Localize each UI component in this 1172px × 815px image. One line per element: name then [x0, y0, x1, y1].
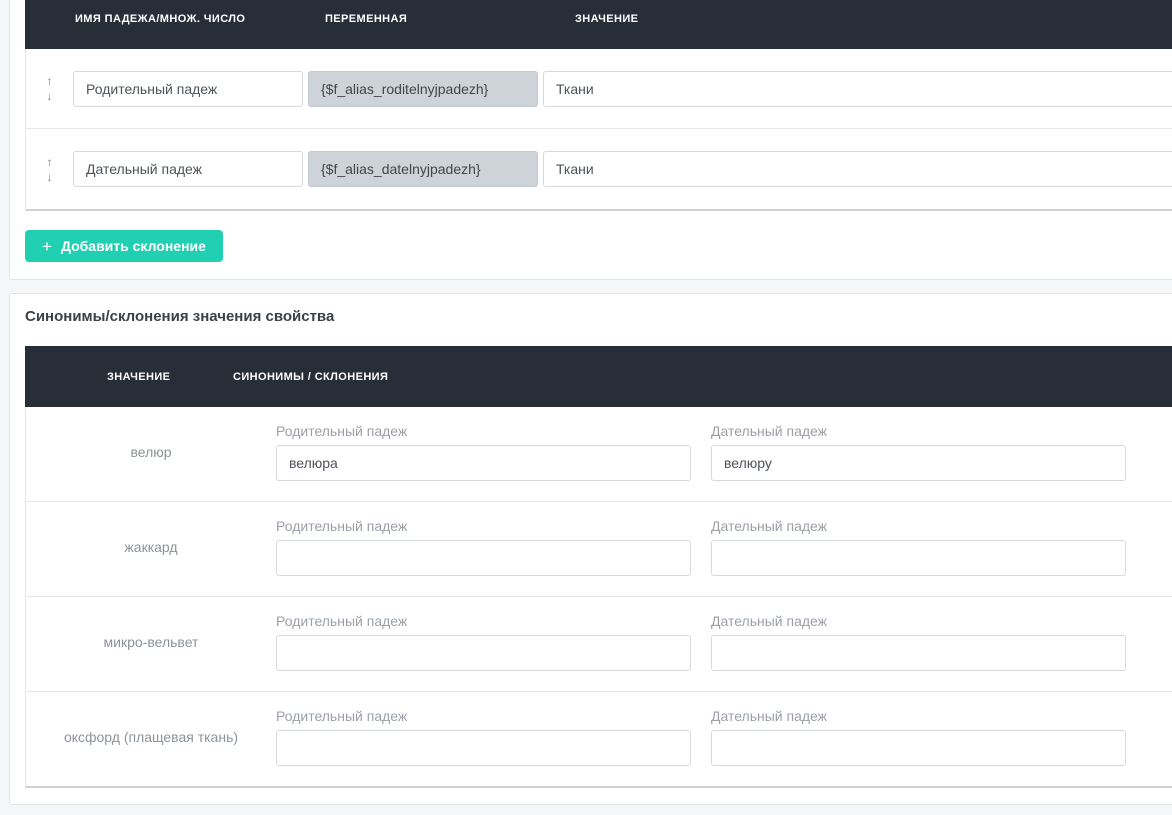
- arrow-down-icon: ↓: [46, 169, 53, 184]
- variable-input: [308, 151, 538, 187]
- variable-cell: [308, 151, 543, 187]
- value-input[interactable]: [543, 151, 1172, 187]
- declensions-table-body: ↑ ↓ ↑ ↓: [25, 49, 1172, 211]
- genitive-input[interactable]: [276, 445, 691, 481]
- case-name-input[interactable]: [73, 70, 303, 107]
- value-input[interactable]: [543, 70, 1172, 107]
- genitive-field-label: Родительный падеж: [276, 423, 408, 439]
- dative-field: Дательный падеж: [711, 518, 1126, 576]
- case-name-cell: [73, 151, 308, 187]
- declensions-table-header: ИМЯ ПАДЕЖА/МНОЖ. ЧИСЛО ПЕРЕМЕННАЯ ЗНАЧЕН…: [25, 0, 1172, 49]
- synonyms-table-header: ЗНАЧЕНИЕ СИНОНИМЫ / СКЛОНЕНИЯ: [25, 346, 1172, 407]
- genitive-field: Родительный падеж: [276, 708, 691, 766]
- column-header-variable: ПЕРЕМЕННАЯ: [325, 12, 408, 25]
- dative-field-label: Дательный падеж: [711, 423, 828, 439]
- synonym-row: жаккард Родительный падеж Дательный паде…: [26, 502, 1172, 597]
- genitive-field-label: Родительный падеж: [276, 518, 408, 534]
- arrow-up-icon: ↑: [46, 154, 53, 169]
- dative-field: Дательный падеж: [711, 423, 1126, 481]
- synonyms-card: Синонимы/склонения значения свойства ЗНА…: [9, 293, 1172, 805]
- declension-fields: Родительный падеж Дательный падеж: [276, 708, 1126, 766]
- column-header-case-name: ИМЯ ПАДЕЖА/МНОЖ. ЧИСЛО: [75, 12, 246, 25]
- variable-cell: [308, 70, 543, 107]
- genitive-input[interactable]: [276, 540, 691, 576]
- plus-icon: +: [42, 236, 52, 256]
- drag-handle[interactable]: ↑ ↓: [26, 75, 73, 102]
- section-title: Синонимы/склонения значения свойства: [25, 308, 335, 325]
- case-name-cell: [73, 70, 308, 107]
- dative-field: Дательный падеж: [711, 613, 1126, 671]
- genitive-field: Родительный падеж: [276, 613, 691, 671]
- dative-field-label: Дательный падеж: [711, 708, 828, 724]
- declension-fields: Родительный падеж Дательный падеж: [276, 423, 1126, 481]
- dative-input[interactable]: [711, 445, 1126, 481]
- declensions-card: ИМЯ ПАДЕЖА/МНОЖ. ЧИСЛО ПЕРЕМЕННАЯ ЗНАЧЕН…: [9, 0, 1172, 280]
- property-value-label: оксфорд (плащевая ткань): [63, 729, 239, 745]
- add-declension-label: Добавить склонение: [60, 238, 206, 254]
- drag-handle[interactable]: ↑ ↓: [26, 156, 73, 183]
- declension-fields: Родительный падеж Дательный падеж: [276, 613, 1126, 671]
- genitive-input[interactable]: [276, 730, 691, 766]
- declension-row-dative: ↑ ↓: [26, 129, 1172, 209]
- dative-field: Дательный падеж: [711, 708, 1126, 766]
- column-header-value: ЗНАЧЕНИЕ: [107, 370, 171, 383]
- genitive-field-label: Родительный падеж: [276, 613, 408, 629]
- arrow-up-icon: ↑: [46, 74, 53, 88]
- property-value-label: микро-вельвет: [103, 634, 199, 650]
- add-declension-button[interactable]: + Добавить склонение: [25, 230, 223, 262]
- dative-input[interactable]: [711, 540, 1126, 576]
- column-header-synonyms: СИНОНИМЫ / СКЛОНЕНИЯ: [233, 370, 389, 383]
- dative-field-label: Дательный падеж: [711, 518, 828, 534]
- column-header-value: ЗНАЧЕНИЕ: [575, 12, 639, 25]
- synonyms-table: ЗНАЧЕНИЕ СИНОНИМЫ / СКЛОНЕНИЯ велюр Роди…: [25, 346, 1172, 788]
- dative-input[interactable]: [711, 730, 1126, 766]
- declension-fields: Родительный падеж Дательный падеж: [276, 518, 1126, 576]
- value-cell: [543, 70, 1172, 107]
- synonym-row: велюр Родительный падеж Дательный падеж: [26, 407, 1172, 502]
- synonym-row: оксфорд (плащевая ткань) Родительный пад…: [26, 692, 1172, 786]
- synonyms-table-body: велюр Родительный падеж Дательный падеж: [25, 407, 1172, 788]
- genitive-field-label: Родительный падеж: [276, 708, 408, 724]
- property-value-label: жаккард: [124, 539, 178, 555]
- case-name-input[interactable]: [73, 151, 303, 187]
- arrow-down-icon: ↓: [46, 89, 53, 103]
- property-value-label: велюр: [130, 444, 172, 460]
- dative-input[interactable]: [711, 635, 1126, 671]
- value-cell: [543, 151, 1172, 187]
- declensions-table: ИМЯ ПАДЕЖА/МНОЖ. ЧИСЛО ПЕРЕМЕННАЯ ЗНАЧЕН…: [25, 0, 1172, 211]
- genitive-field: Родительный падеж: [276, 518, 691, 576]
- genitive-field: Родительный падеж: [276, 423, 691, 481]
- synonym-row: микро-вельвет Родительный падеж Дательны…: [26, 597, 1172, 692]
- declension-row-genitive: ↑ ↓: [26, 49, 1172, 129]
- variable-input: [308, 70, 538, 107]
- genitive-input[interactable]: [276, 635, 691, 671]
- dative-field-label: Дательный падеж: [711, 613, 828, 629]
